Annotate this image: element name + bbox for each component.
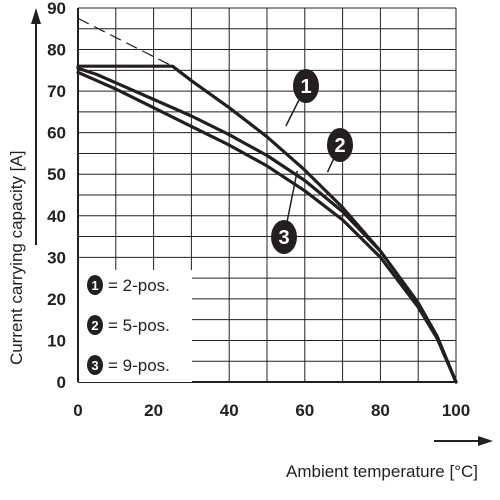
legend-badge-3-text: 3 xyxy=(91,358,98,373)
legend-badge-2 xyxy=(87,315,103,335)
x-tick-labels: 0 20 40 60 80 100 xyxy=(73,401,470,420)
series-line-2 xyxy=(76,66,458,384)
x-tick-label: 20 xyxy=(144,401,163,420)
y-tick-label: 0 xyxy=(57,373,66,392)
legend-label-3: = 9-pos. xyxy=(108,356,170,375)
y-tick-label: 60 xyxy=(47,124,66,143)
legend-item-3: 3 = 9-pos. xyxy=(87,355,170,375)
y-tick-label: 40 xyxy=(47,207,66,226)
legend-label-2: = 5-pos. xyxy=(108,316,170,335)
legend-badge-1-text: 1 xyxy=(91,278,98,293)
series-line-3 xyxy=(76,70,458,384)
series-markers: 1 2 3 xyxy=(271,69,353,254)
series-lines xyxy=(76,17,458,384)
legend-label-1: = 2-pos. xyxy=(108,276,170,295)
x-tick-label: 60 xyxy=(295,401,314,420)
y-tick-label: 90 xyxy=(47,0,66,18)
legend-badge-2-text: 2 xyxy=(91,318,98,333)
x-tick-label: 0 xyxy=(73,401,82,420)
x-tick-label: 100 xyxy=(442,401,470,420)
x-tick-label: 80 xyxy=(371,401,390,420)
x-axis-label: Ambient temperature [°C] xyxy=(286,462,478,481)
series-marker-badge-1 xyxy=(293,69,319,103)
series-marker-number-2: 2 xyxy=(334,135,345,157)
y-tick-label: 80 xyxy=(47,41,66,60)
y-tick-labels: 0 10 20 30 40 50 60 70 80 90 xyxy=(47,0,66,392)
y-tick-label: 20 xyxy=(47,290,66,309)
legend: 1 = 2-pos. 2 = 5-pos. 3 = 9-pos. xyxy=(79,270,192,382)
legend-badge-1 xyxy=(87,275,103,295)
y-tick-label: 70 xyxy=(47,82,66,101)
series-marker-number-3: 3 xyxy=(278,227,289,249)
series-marker-badge-3 xyxy=(271,220,297,254)
series-marker-badge-2 xyxy=(327,128,353,162)
y-tick-label: 10 xyxy=(47,331,66,350)
series-marker-number-1: 1 xyxy=(300,76,311,98)
legend-badge-3 xyxy=(87,355,103,375)
legend-item-2: 2 = 5-pos. xyxy=(87,315,170,335)
legend-item-1: 1 = 2-pos. xyxy=(87,275,170,295)
x-tick-label: 40 xyxy=(220,401,239,420)
reference-dashed-line xyxy=(77,17,173,67)
y-tick-label: 50 xyxy=(47,165,66,184)
x-axis-arrowhead xyxy=(478,436,493,446)
y-tick-label: 30 xyxy=(47,248,66,267)
y-axis-label: Current carrying capacity [A] xyxy=(7,151,26,365)
y-axis-arrowhead xyxy=(31,8,41,24)
